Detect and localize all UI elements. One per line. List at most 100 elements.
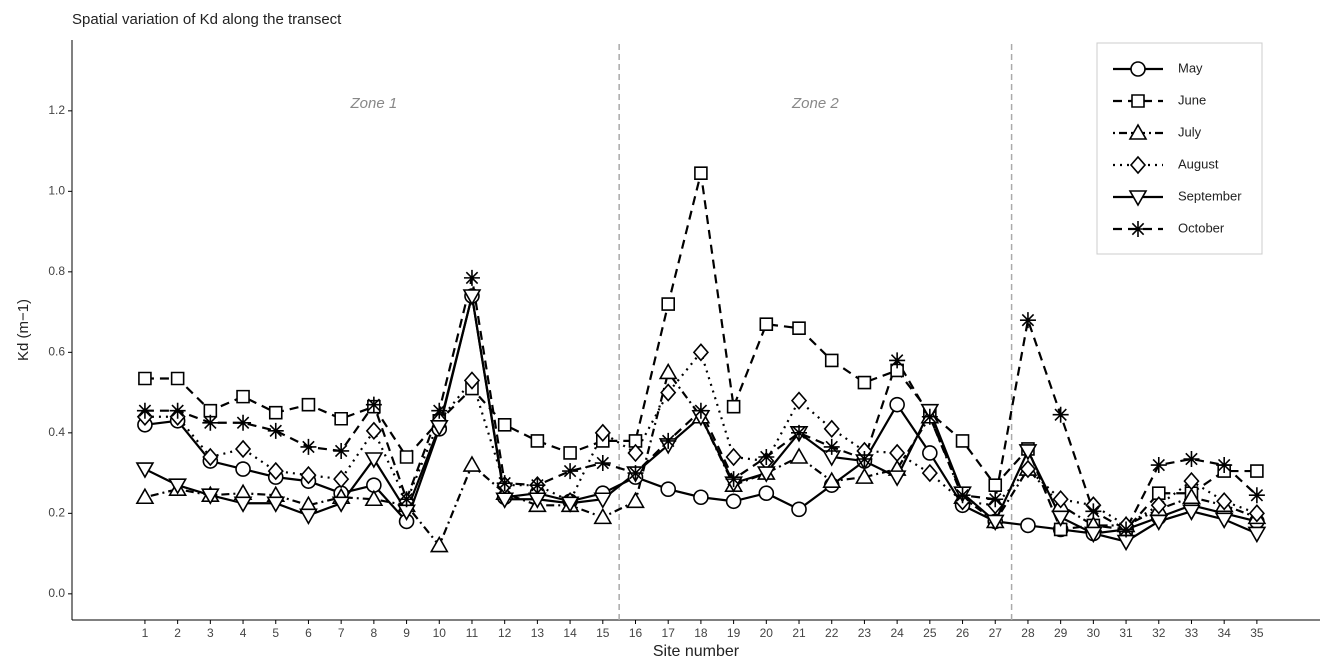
x-tick-label: 31 — [1119, 626, 1133, 640]
marker — [889, 396, 905, 413]
marker — [429, 535, 449, 553]
marker — [1248, 487, 1265, 504]
marker — [333, 469, 350, 489]
marker — [1150, 496, 1167, 515]
marker — [1182, 504, 1201, 521]
marker — [233, 496, 253, 513]
marker — [1182, 487, 1201, 505]
marker — [300, 438, 317, 455]
x-tick-label: 1 — [142, 626, 149, 640]
legend-marker — [1128, 123, 1148, 140]
x-tick-label: 35 — [1250, 626, 1264, 640]
x-tick-label: 15 — [596, 626, 610, 640]
marker — [202, 414, 219, 431]
y-tick-label: 1.0 — [48, 184, 65, 198]
marker — [789, 447, 809, 464]
x-tick-label: 20 — [760, 626, 774, 640]
marker — [497, 417, 512, 432]
marker — [364, 452, 384, 469]
marker — [985, 514, 1005, 532]
marker — [268, 405, 283, 420]
marker — [693, 489, 709, 506]
marker — [398, 513, 415, 530]
x-tick-label: 18 — [694, 626, 708, 640]
marker — [200, 488, 220, 505]
marker — [1149, 514, 1169, 532]
x-tick-label: 6 — [305, 626, 312, 640]
marker — [955, 434, 970, 448]
chart-title: Spatial variation of Kd along the transe… — [72, 11, 342, 28]
marker — [301, 397, 316, 412]
legend-label: August — [1178, 156, 1219, 171]
marker — [660, 432, 677, 449]
x-tick-label: 26 — [956, 626, 970, 640]
marker — [822, 471, 842, 488]
legend-label: May — [1178, 60, 1203, 75]
x-tick-label: 11 — [466, 626, 479, 640]
marker — [135, 487, 155, 505]
legend-marker — [1131, 94, 1145, 108]
marker — [1051, 510, 1071, 527]
marker — [660, 383, 677, 402]
marker — [890, 363, 904, 378]
marker — [1019, 312, 1036, 329]
marker — [562, 463, 579, 480]
marker — [169, 402, 186, 419]
marker — [399, 450, 414, 464]
legend-marker — [1130, 61, 1146, 77]
x-tick-label: 28 — [1021, 626, 1035, 640]
x-tick-label: 16 — [629, 626, 643, 640]
x-tick-label: 30 — [1087, 626, 1101, 640]
y-tick-label: 0.2 — [48, 506, 65, 520]
marker — [1250, 464, 1264, 478]
marker — [1216, 492, 1233, 511]
y-tick-label: 0.0 — [48, 586, 65, 600]
legend-box — [1096, 42, 1263, 255]
marker — [429, 420, 449, 437]
x-tick-label: 13 — [531, 626, 545, 640]
marker — [234, 439, 252, 459]
marker — [1183, 471, 1200, 491]
marker — [365, 421, 382, 441]
marker — [758, 485, 775, 502]
marker — [563, 446, 577, 460]
marker — [921, 463, 938, 483]
x-axis-label: Site number — [653, 643, 740, 660]
marker — [462, 455, 482, 472]
marker — [266, 496, 286, 513]
marker — [365, 396, 382, 413]
marker — [1116, 534, 1136, 552]
x-tick-label: 25 — [923, 626, 937, 640]
zone-label: Zone 1 — [350, 95, 398, 112]
marker — [759, 317, 774, 331]
marker — [627, 465, 644, 482]
legend-label: September — [1178, 188, 1242, 203]
marker — [1052, 490, 1069, 509]
marker — [495, 492, 515, 509]
x-tick-label: 2 — [174, 626, 181, 640]
marker — [463, 371, 481, 390]
marker — [692, 343, 709, 362]
marker — [694, 166, 708, 181]
marker — [528, 492, 547, 509]
marker — [235, 414, 252, 431]
x-tick-label: 21 — [792, 626, 806, 640]
x-tick-label: 5 — [272, 626, 279, 640]
marker — [462, 289, 482, 306]
marker — [987, 491, 1004, 508]
marker — [594, 455, 611, 472]
x-tick-label: 9 — [403, 626, 410, 640]
marker — [922, 445, 938, 461]
marker — [792, 321, 806, 335]
marker — [398, 491, 415, 508]
marker — [661, 297, 676, 311]
marker — [626, 491, 645, 509]
legend-label: October — [1178, 220, 1225, 235]
marker — [560, 496, 580, 513]
x-tick-label: 8 — [371, 626, 378, 640]
marker — [267, 422, 284, 439]
marker — [889, 352, 906, 369]
marker — [138, 371, 152, 386]
marker — [725, 471, 742, 488]
